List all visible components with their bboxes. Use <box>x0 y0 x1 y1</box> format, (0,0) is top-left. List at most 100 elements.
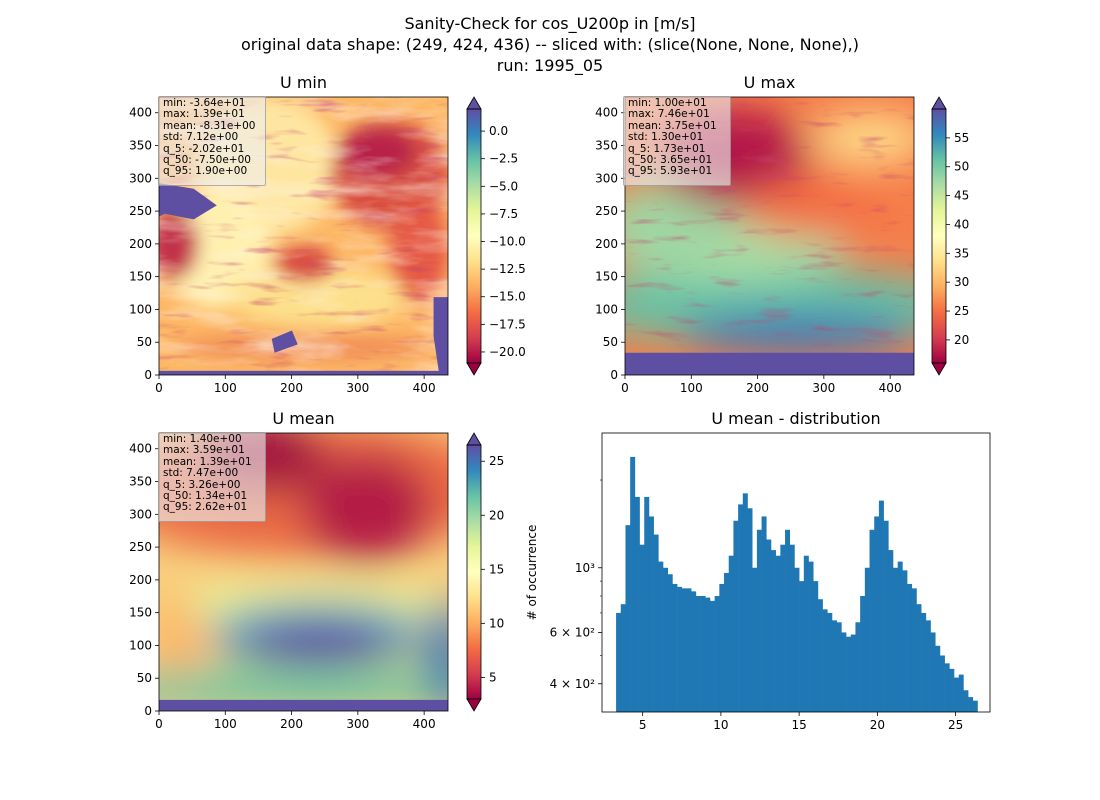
histogram-bar <box>846 636 852 712</box>
histogram-bar <box>855 622 861 712</box>
x-tick-label: 300 <box>346 381 369 395</box>
y-tick-label: 100 <box>129 638 152 652</box>
histogram-bar <box>888 550 894 712</box>
x-tick-label: 20 <box>870 718 885 732</box>
histogram-bar <box>864 567 870 712</box>
histogram-bars <box>616 456 978 712</box>
histogram-bar <box>930 632 936 712</box>
x-tick-label: 200 <box>280 381 303 395</box>
y-tick-label: 0 <box>144 368 152 382</box>
subplot-u-mean: U mean 0 100 200 300 400 0 50 100 150 200 250 300 350… <box>129 409 504 731</box>
histogram-bar <box>860 596 866 712</box>
histogram-bar <box>902 570 908 712</box>
y-tick-label: 400 <box>595 106 618 120</box>
histogram-bar <box>667 574 673 712</box>
x-tick-label: 400 <box>879 381 902 395</box>
x-tick-label: 300 <box>346 717 369 731</box>
histogram-bar <box>691 591 697 712</box>
histogram-bar <box>808 561 814 712</box>
histogram-bar <box>785 529 791 712</box>
stat-mean: mean: 3.75e+01 <box>628 119 717 132</box>
histogram-bar <box>719 583 725 712</box>
colorbar-tick-label: 5 <box>489 670 497 684</box>
y-tick-label: 300 <box>129 507 152 521</box>
histogram-bar <box>813 581 819 712</box>
histogram-bar <box>883 520 889 712</box>
y-tick-label: 350 <box>129 475 152 489</box>
colorbar-tick-label: 55 <box>954 131 969 145</box>
colorbar-tick-label: 15 <box>489 562 504 576</box>
histogram-bar <box>836 622 842 712</box>
colorbar-tick-label: −15.0 <box>489 290 526 304</box>
histogram-bar <box>958 674 964 712</box>
axes-frame <box>158 96 449 376</box>
stat-std: std: 7.47e+00 <box>163 467 239 480</box>
histogram-bar <box>831 620 837 712</box>
x-tick-label: 25 <box>948 718 963 732</box>
x-tick-label: 100 <box>680 381 703 395</box>
colorbar-extend-max <box>466 96 482 110</box>
histogram-bar <box>817 599 823 712</box>
x-tick-label: 400 <box>413 717 436 731</box>
x-tick-label: 300 <box>812 381 835 395</box>
histogram-bar <box>794 567 800 712</box>
histogram-bar <box>925 620 931 712</box>
figure-title-line-2: original data shape: (249, 424, 436) -- … <box>241 35 859 54</box>
colorbar-extend-min <box>931 362 947 376</box>
histogram-bar <box>752 567 758 712</box>
histogram-bar <box>761 516 767 712</box>
stat-q5: q_5: 3.26e+00 <box>163 478 241 491</box>
histogram-bar <box>939 655 945 712</box>
stat-q50: q_50: -7.50e+00 <box>163 154 251 167</box>
histogram-bar <box>954 677 960 712</box>
y-tick-label: 200 <box>129 237 152 251</box>
histogram-bar <box>653 534 659 712</box>
histogram-bar <box>874 516 880 712</box>
y-tick-label: 400 <box>129 442 152 456</box>
stat-q95: q_95: 5.93e+01 <box>628 165 713 178</box>
axes-frame <box>624 96 915 376</box>
stat-q5: q_5: 1.73e+01 <box>628 142 706 155</box>
colorbar-tick-label: 0.0 <box>489 124 508 138</box>
x-tick-label: 5 <box>639 718 647 732</box>
stat-std: std: 1.30e+01 <box>628 131 704 144</box>
colorbar-extend-min <box>466 362 482 376</box>
colorbar-tick-label: −10.0 <box>489 235 526 249</box>
stat-q50: q_50: 3.65e+01 <box>628 154 713 167</box>
colorbar-tick-label: −20.0 <box>489 345 526 359</box>
histogram-bar <box>869 529 875 712</box>
colorbar-tick-label: 35 <box>954 246 969 260</box>
colorbar-tick-label: −17.5 <box>489 317 526 331</box>
histogram-bar <box>841 632 847 712</box>
histogram-bar <box>625 525 631 712</box>
y-tick-label: 50 <box>137 671 152 685</box>
y-tick-label: 300 <box>129 171 152 185</box>
histogram-bar <box>663 567 669 712</box>
y-tick-label: 50 <box>137 335 152 349</box>
histogram-bar <box>681 588 687 712</box>
histogram-bar <box>878 500 884 712</box>
histogram-bar <box>634 496 640 712</box>
colorbar-tick-label: 20 <box>489 508 504 522</box>
y-tick-label: 6 × 10² <box>550 625 596 639</box>
histogram-bar <box>747 508 753 712</box>
x-tick-label: 200 <box>746 381 769 395</box>
stat-q50: q_50: 1.34e+01 <box>163 490 248 503</box>
colorbar-tick-label: −5.0 <box>489 179 518 193</box>
histogram-bar <box>770 550 776 712</box>
x-tick-label: 0 <box>155 717 163 731</box>
y-tick-label: 250 <box>129 540 152 554</box>
y-tick-label: 50 <box>603 335 618 349</box>
colorbar-tick-label: 25 <box>489 454 504 468</box>
histogram-bar <box>907 583 913 712</box>
colorbar-tick-label: 20 <box>954 333 969 347</box>
histogram-bar <box>850 634 856 712</box>
figure-title-line-3: run: 1995_05 <box>496 56 604 75</box>
stats-box-u-min: min: -3.64e+01 max: 1.39e+01 mean: -8.31… <box>158 96 266 186</box>
stat-q5: q_5: -2.02e+01 <box>163 142 245 155</box>
y-tick-label: 150 <box>595 270 618 284</box>
histogram-bar <box>728 555 734 712</box>
x-tick-label: 15 <box>791 718 806 732</box>
histogram-bar <box>780 544 786 712</box>
colorbar-extend-max <box>931 96 947 110</box>
